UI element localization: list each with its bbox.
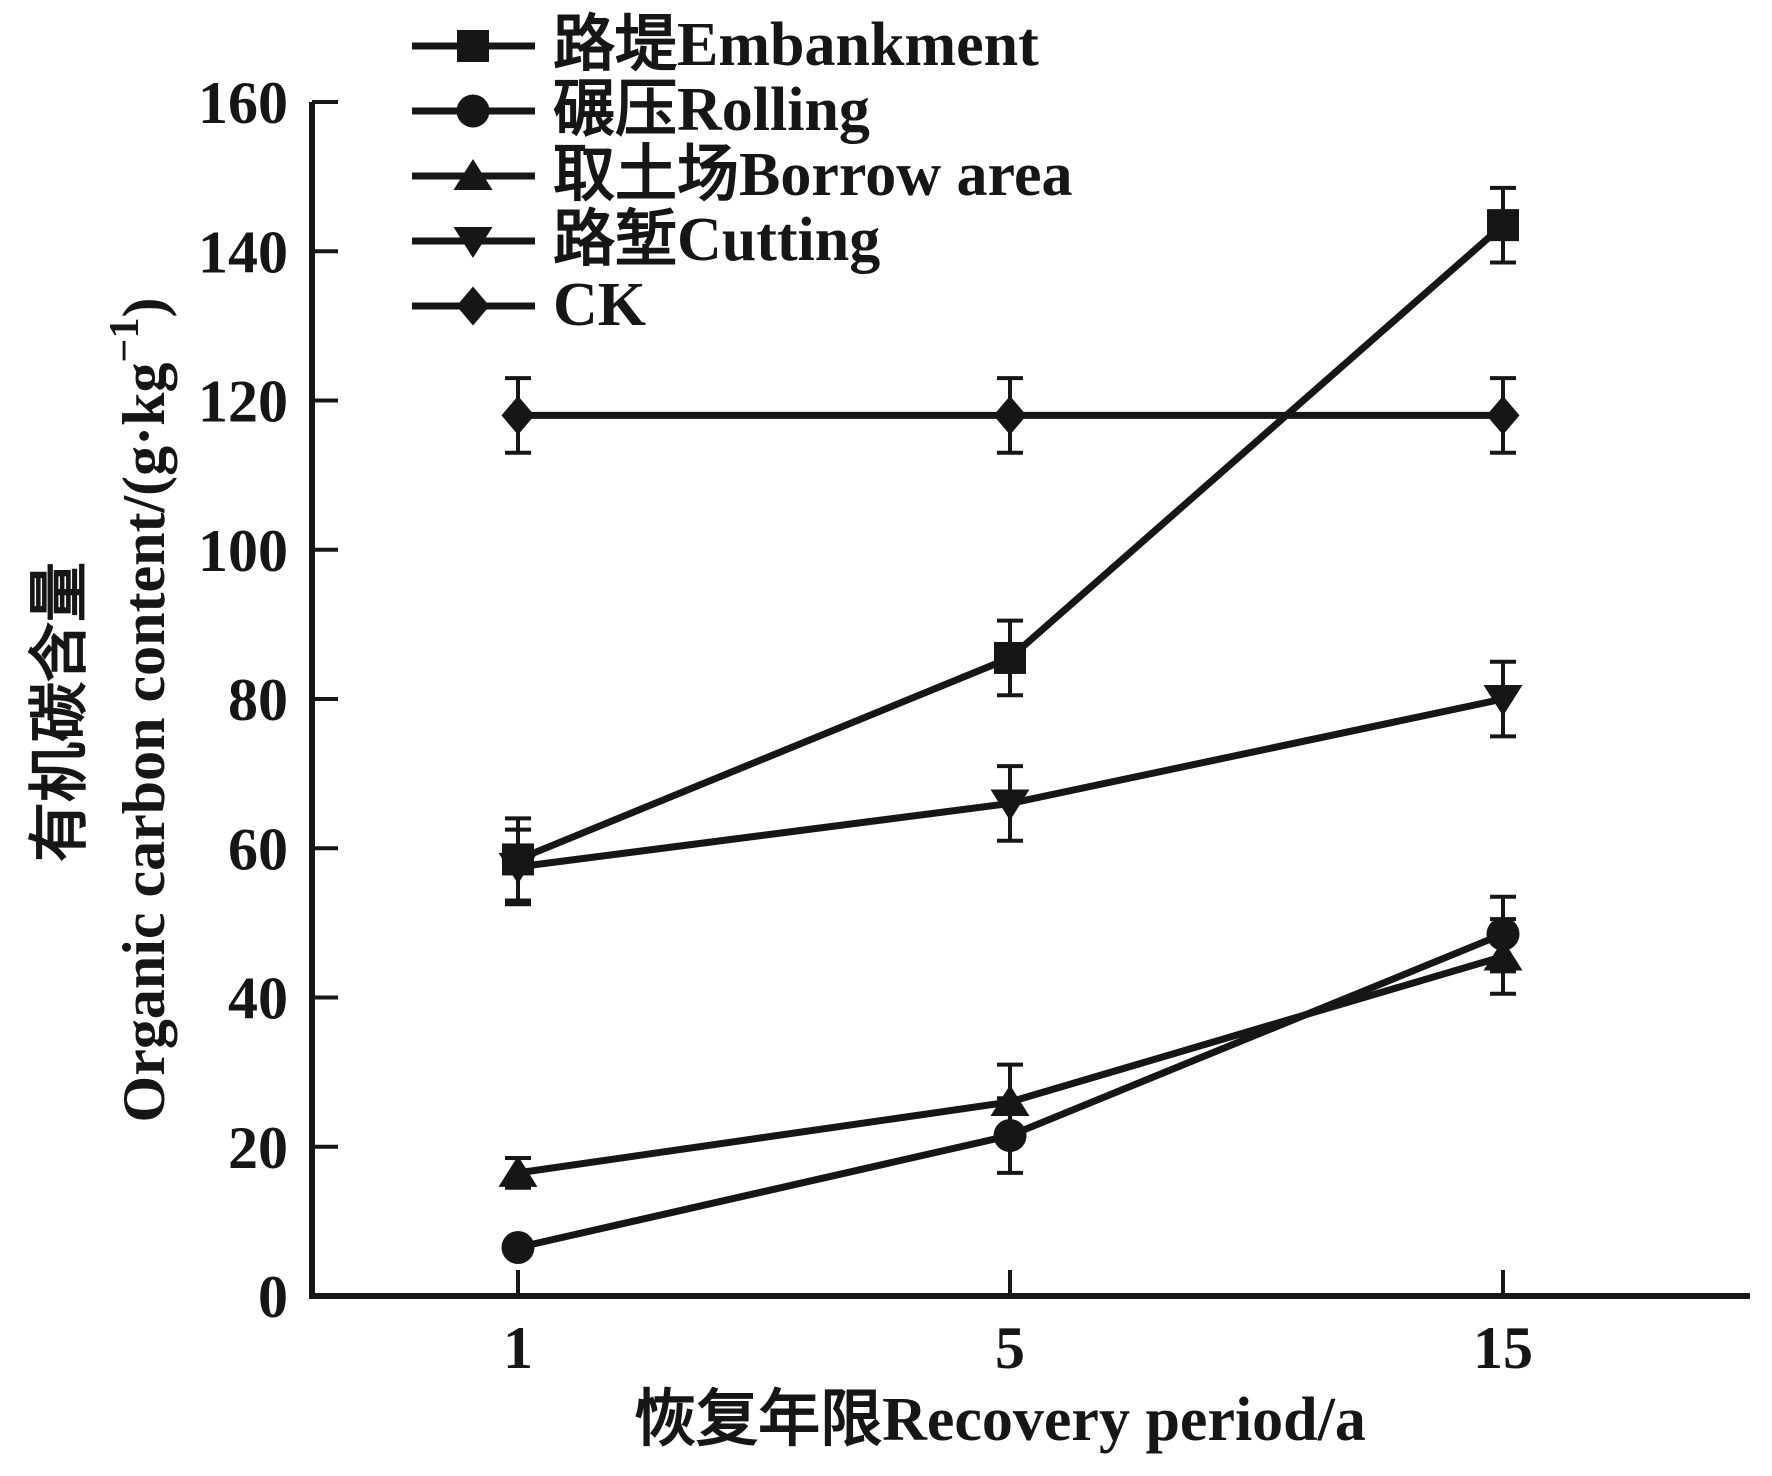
y-axis-title: 有机碳含量 Organic carbon content/(g·kg−1)	[27, 298, 177, 1123]
legend-triangle-up-icon	[412, 158, 535, 190]
legend-item-embankment: 路堤Embankment	[412, 13, 1072, 78]
diamond-marker	[501, 395, 535, 435]
diamond-marker	[993, 395, 1027, 435]
x-axis: 1 5 15	[503, 1270, 1533, 1381]
legend-label: 路堤Embankment	[553, 11, 1039, 79]
legend-label: 碾压Rolling	[553, 76, 870, 144]
y-tick-label: 100	[198, 518, 288, 584]
y-tick-label: 140	[198, 219, 288, 285]
series-embankment	[502, 185, 1519, 903]
circle-marker	[501, 1230, 535, 1264]
triangle-up-marker	[498, 1155, 538, 1187]
y-tick-label: 60	[228, 816, 288, 882]
legend-circle-icon	[412, 94, 535, 127]
y-tick-label: 160	[198, 70, 288, 136]
square-marker	[994, 641, 1026, 674]
legend-diamond-icon	[412, 286, 535, 325]
square-marker	[457, 29, 489, 62]
legend-item-ck: CK	[412, 273, 1072, 338]
y-tick-label: 0	[258, 1264, 288, 1330]
triangle-down-marker	[1483, 685, 1523, 716]
x-axis-title: 恢复年限Recovery period/a	[634, 1385, 1366, 1454]
diamond-marker	[456, 286, 490, 325]
x-tick-label: 5	[995, 1315, 1025, 1381]
series-cutting	[498, 659, 1523, 907]
y-tick-label: 20	[228, 1115, 288, 1181]
triangle-down-marker	[990, 789, 1030, 821]
legend-triangle-down-icon	[412, 226, 535, 258]
axis-lines	[309, 102, 1750, 1299]
x-tick-label: 1	[503, 1315, 533, 1381]
legend-item-rolling: 碾压Rolling	[412, 78, 1072, 143]
y-axis-title-en: Organic carbon content/(g·kg−1)	[102, 298, 177, 1123]
triangle-down-marker	[453, 226, 493, 258]
y-axis-title-zh: 有机碳含量	[27, 562, 93, 862]
y-tick-label: 120	[198, 369, 288, 435]
series-borrow-area	[498, 917, 1523, 1190]
legend: 路堤Embankment 碾压Rolling 取土场Borrow area 路堑Cut…	[412, 13, 1072, 338]
triangle-up-marker	[453, 158, 493, 190]
legend-item-borrow-area: 取土场Borrow area	[412, 143, 1072, 208]
legend-label: CK	[553, 271, 646, 339]
series-ck	[501, 376, 1520, 455]
triangle-down-marker	[498, 852, 538, 884]
legend-label: 路堑Cutting	[553, 206, 881, 274]
legend-item-cutting: 路堑Cutting	[412, 208, 1072, 273]
triangle-up-marker	[990, 1084, 1030, 1116]
y-tick-label: 40	[228, 966, 288, 1032]
legend-label: 取土场Borrow area	[553, 141, 1073, 209]
diamond-marker	[1486, 395, 1520, 435]
circle-marker	[456, 94, 490, 127]
legend-square-icon	[412, 29, 535, 62]
x-tick-label: 15	[1473, 1315, 1533, 1381]
axes	[309, 102, 1750, 1299]
y-axis: 0 20 40 60 80 100 120 140 160	[198, 70, 338, 1330]
triangle-up-marker	[1483, 939, 1523, 971]
square-marker	[1487, 209, 1519, 242]
y-tick-label: 80	[228, 667, 288, 733]
